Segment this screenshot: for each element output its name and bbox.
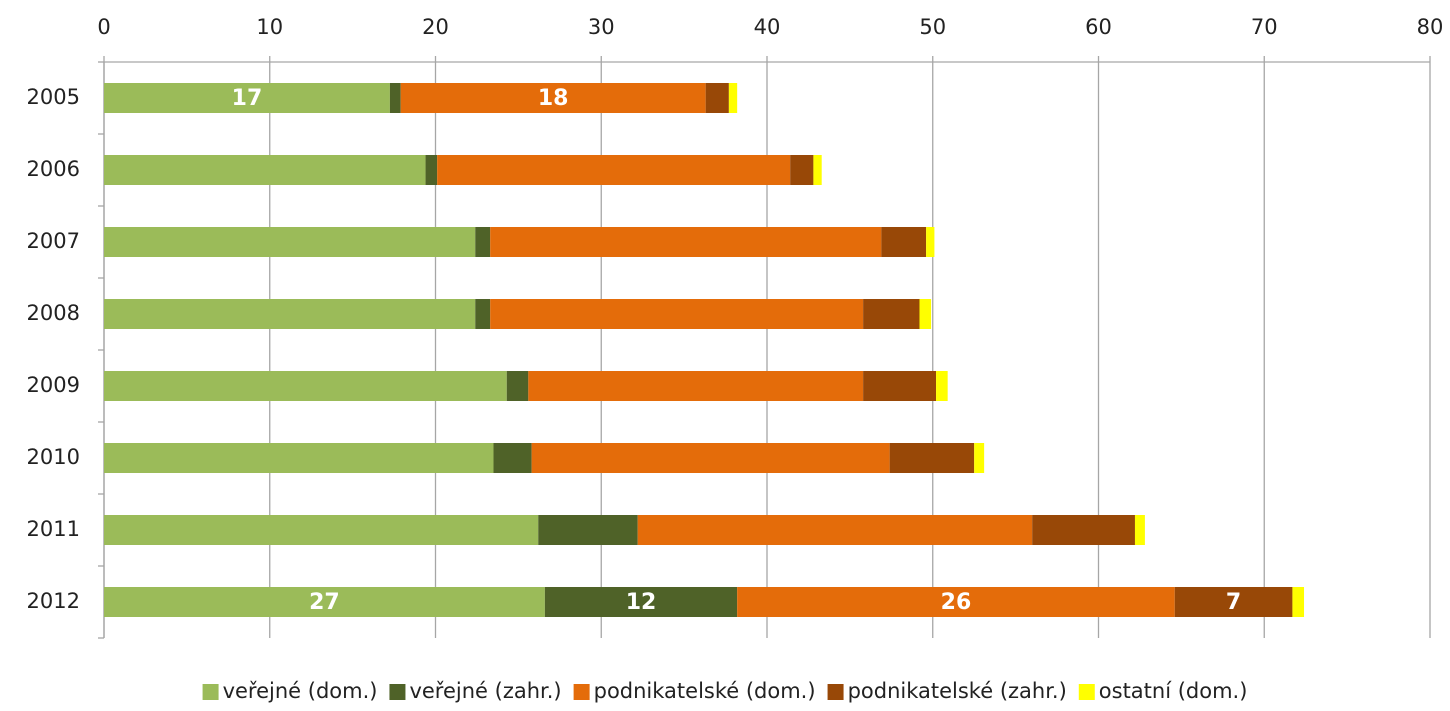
bar-segment	[475, 227, 491, 257]
y-tick-label: 2008	[27, 301, 80, 325]
bar-segment	[490, 299, 864, 329]
y-tick-label: 2005	[27, 85, 80, 109]
legend-swatch	[1078, 684, 1095, 700]
y-tick-label: 2009	[27, 373, 80, 397]
x-tick-label: 0	[97, 15, 110, 39]
bar-segment	[400, 83, 706, 113]
legend-swatch	[202, 684, 219, 700]
bar-segment	[1174, 587, 1293, 617]
y-tick-label: 2010	[27, 445, 80, 469]
bar-segment	[863, 371, 937, 401]
x-tick-label: 80	[1417, 15, 1444, 39]
bar-segment	[104, 587, 545, 617]
bar-segment	[528, 371, 864, 401]
data-label: 7	[1226, 590, 1241, 615]
bar-segment	[437, 155, 791, 185]
y-tick-label: 2011	[27, 517, 80, 541]
bar-segment	[926, 227, 935, 257]
legend-swatch	[573, 684, 590, 700]
legend-label: veřejné (zahr.)	[409, 679, 561, 703]
bar-segment	[974, 443, 985, 473]
bar-segment	[863, 299, 920, 329]
bar-segment	[936, 371, 948, 401]
data-label: 26	[941, 590, 972, 615]
bar-segment	[425, 155, 438, 185]
bar-segment	[531, 443, 890, 473]
bar-segment	[506, 371, 529, 401]
bar-segment	[104, 227, 476, 257]
bar-segment	[737, 587, 1175, 617]
data-label: 27	[309, 590, 340, 615]
bar-segment	[790, 155, 814, 185]
bar-segment	[104, 443, 494, 473]
legend-label: ostatní (dom.)	[1099, 679, 1248, 703]
bar-segment	[389, 83, 401, 113]
bar-segment	[538, 515, 638, 545]
x-tick-label: 20	[422, 15, 449, 39]
legend-label: podnikatelské (zahr.)	[848, 679, 1067, 703]
y-tick-label: 2007	[27, 229, 80, 253]
data-label: 17	[232, 86, 263, 111]
bar-segment	[475, 299, 491, 329]
data-label: 18	[538, 86, 569, 111]
legend-label: podnikatelské (dom.)	[594, 679, 816, 703]
y-tick-label: 2006	[27, 157, 80, 181]
bar-segment	[1292, 587, 1305, 617]
bar-segment	[919, 299, 932, 329]
x-tick-label: 40	[754, 15, 781, 39]
bar-segment	[1032, 515, 1135, 545]
bar-segment	[1134, 515, 1145, 545]
legend-label: veřejné (dom.)	[223, 679, 378, 703]
data-label: 12	[626, 590, 657, 615]
x-tick-label: 50	[919, 15, 946, 39]
bar-segment	[104, 515, 539, 545]
bar-segment	[490, 227, 882, 257]
bar-segment	[881, 227, 927, 257]
bar-segment	[104, 83, 390, 113]
bar-segment	[544, 587, 738, 617]
bar-segment	[493, 443, 532, 473]
x-tick-label: 70	[1251, 15, 1278, 39]
x-tick-label: 60	[1085, 15, 1112, 39]
x-tick-label: 30	[588, 15, 615, 39]
bar-segment	[637, 515, 1033, 545]
x-tick-label: 10	[256, 15, 283, 39]
bar-segment	[104, 155, 426, 185]
legend-swatch	[389, 684, 406, 700]
bar-segment	[813, 155, 822, 185]
bar-segment	[104, 299, 476, 329]
legend-swatch	[827, 684, 844, 700]
bar-segment	[889, 443, 975, 473]
bar-segment	[705, 83, 729, 113]
bar-segment	[728, 83, 738, 113]
y-tick-label: 2012	[27, 589, 80, 613]
bar-segment	[104, 371, 507, 401]
